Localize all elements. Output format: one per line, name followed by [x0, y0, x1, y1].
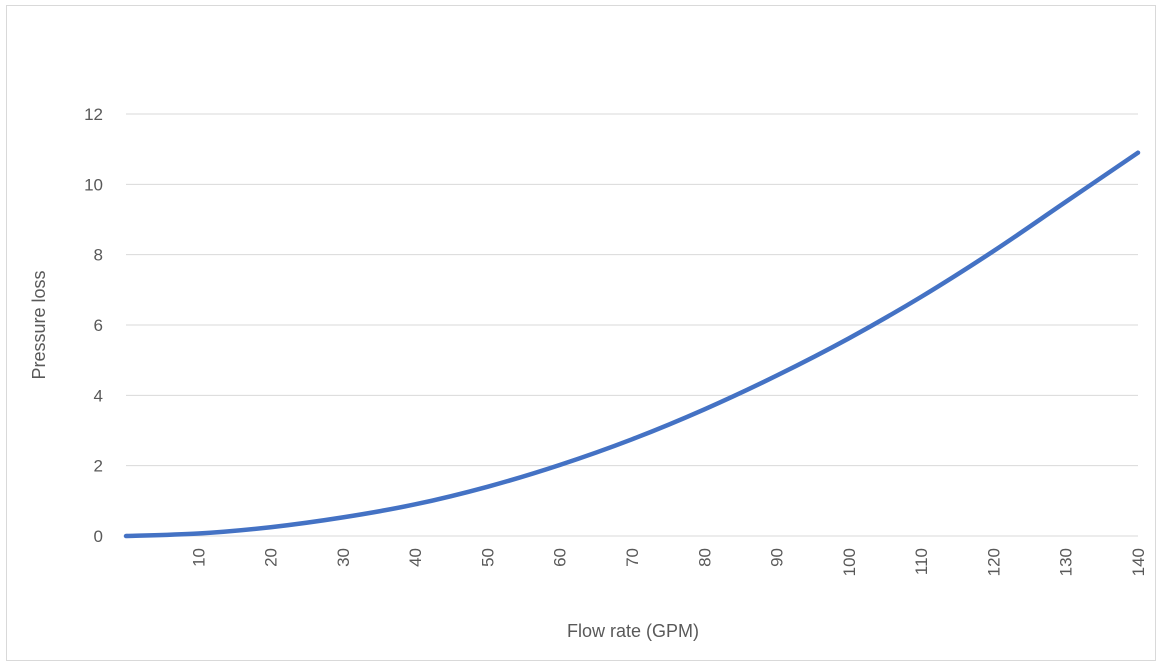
x-tick-label: 120 — [984, 548, 1003, 576]
x-tick-label: 10 — [189, 548, 208, 567]
y-axis-title: Pressure loss — [29, 270, 49, 379]
x-tick-label: 50 — [478, 548, 497, 567]
x-tick-label: 70 — [623, 548, 642, 567]
series-line-0 — [123, 150, 1141, 539]
x-tick-label: 110 — [912, 548, 931, 575]
x-tick-label: 60 — [551, 548, 570, 567]
y-tick-label: 8 — [94, 246, 103, 265]
x-tick-label: 30 — [334, 548, 353, 567]
y-tick-label: 6 — [94, 316, 103, 335]
y-tick-label: 0 — [94, 527, 103, 546]
x-tick-label: 80 — [695, 548, 714, 567]
y-tick-label: 10 — [84, 175, 103, 194]
y-tick-label: 4 — [94, 386, 103, 405]
x-tick-label: 100 — [840, 548, 859, 576]
series-layer — [123, 150, 1141, 539]
gridlines — [126, 113, 1138, 537]
x-tick-label: 140 — [1129, 548, 1148, 576]
y-axis-tick-labels: 0 2 4 6 8 10 12 — [84, 105, 103, 546]
x-tick-label: 90 — [768, 548, 787, 567]
y-tick-label: 12 — [84, 105, 103, 124]
x-tick-label: 20 — [262, 548, 281, 567]
x-axis-title: Flow rate (GPM) — [567, 621, 699, 641]
y-tick-label: 2 — [94, 457, 103, 476]
x-tick-label: 130 — [1057, 548, 1076, 576]
x-tick-label: 40 — [406, 548, 425, 567]
x-axis-tick-labels: 10 20 30 40 50 60 70 80 90 100 110 120 130 140 — [189, 548, 1148, 576]
